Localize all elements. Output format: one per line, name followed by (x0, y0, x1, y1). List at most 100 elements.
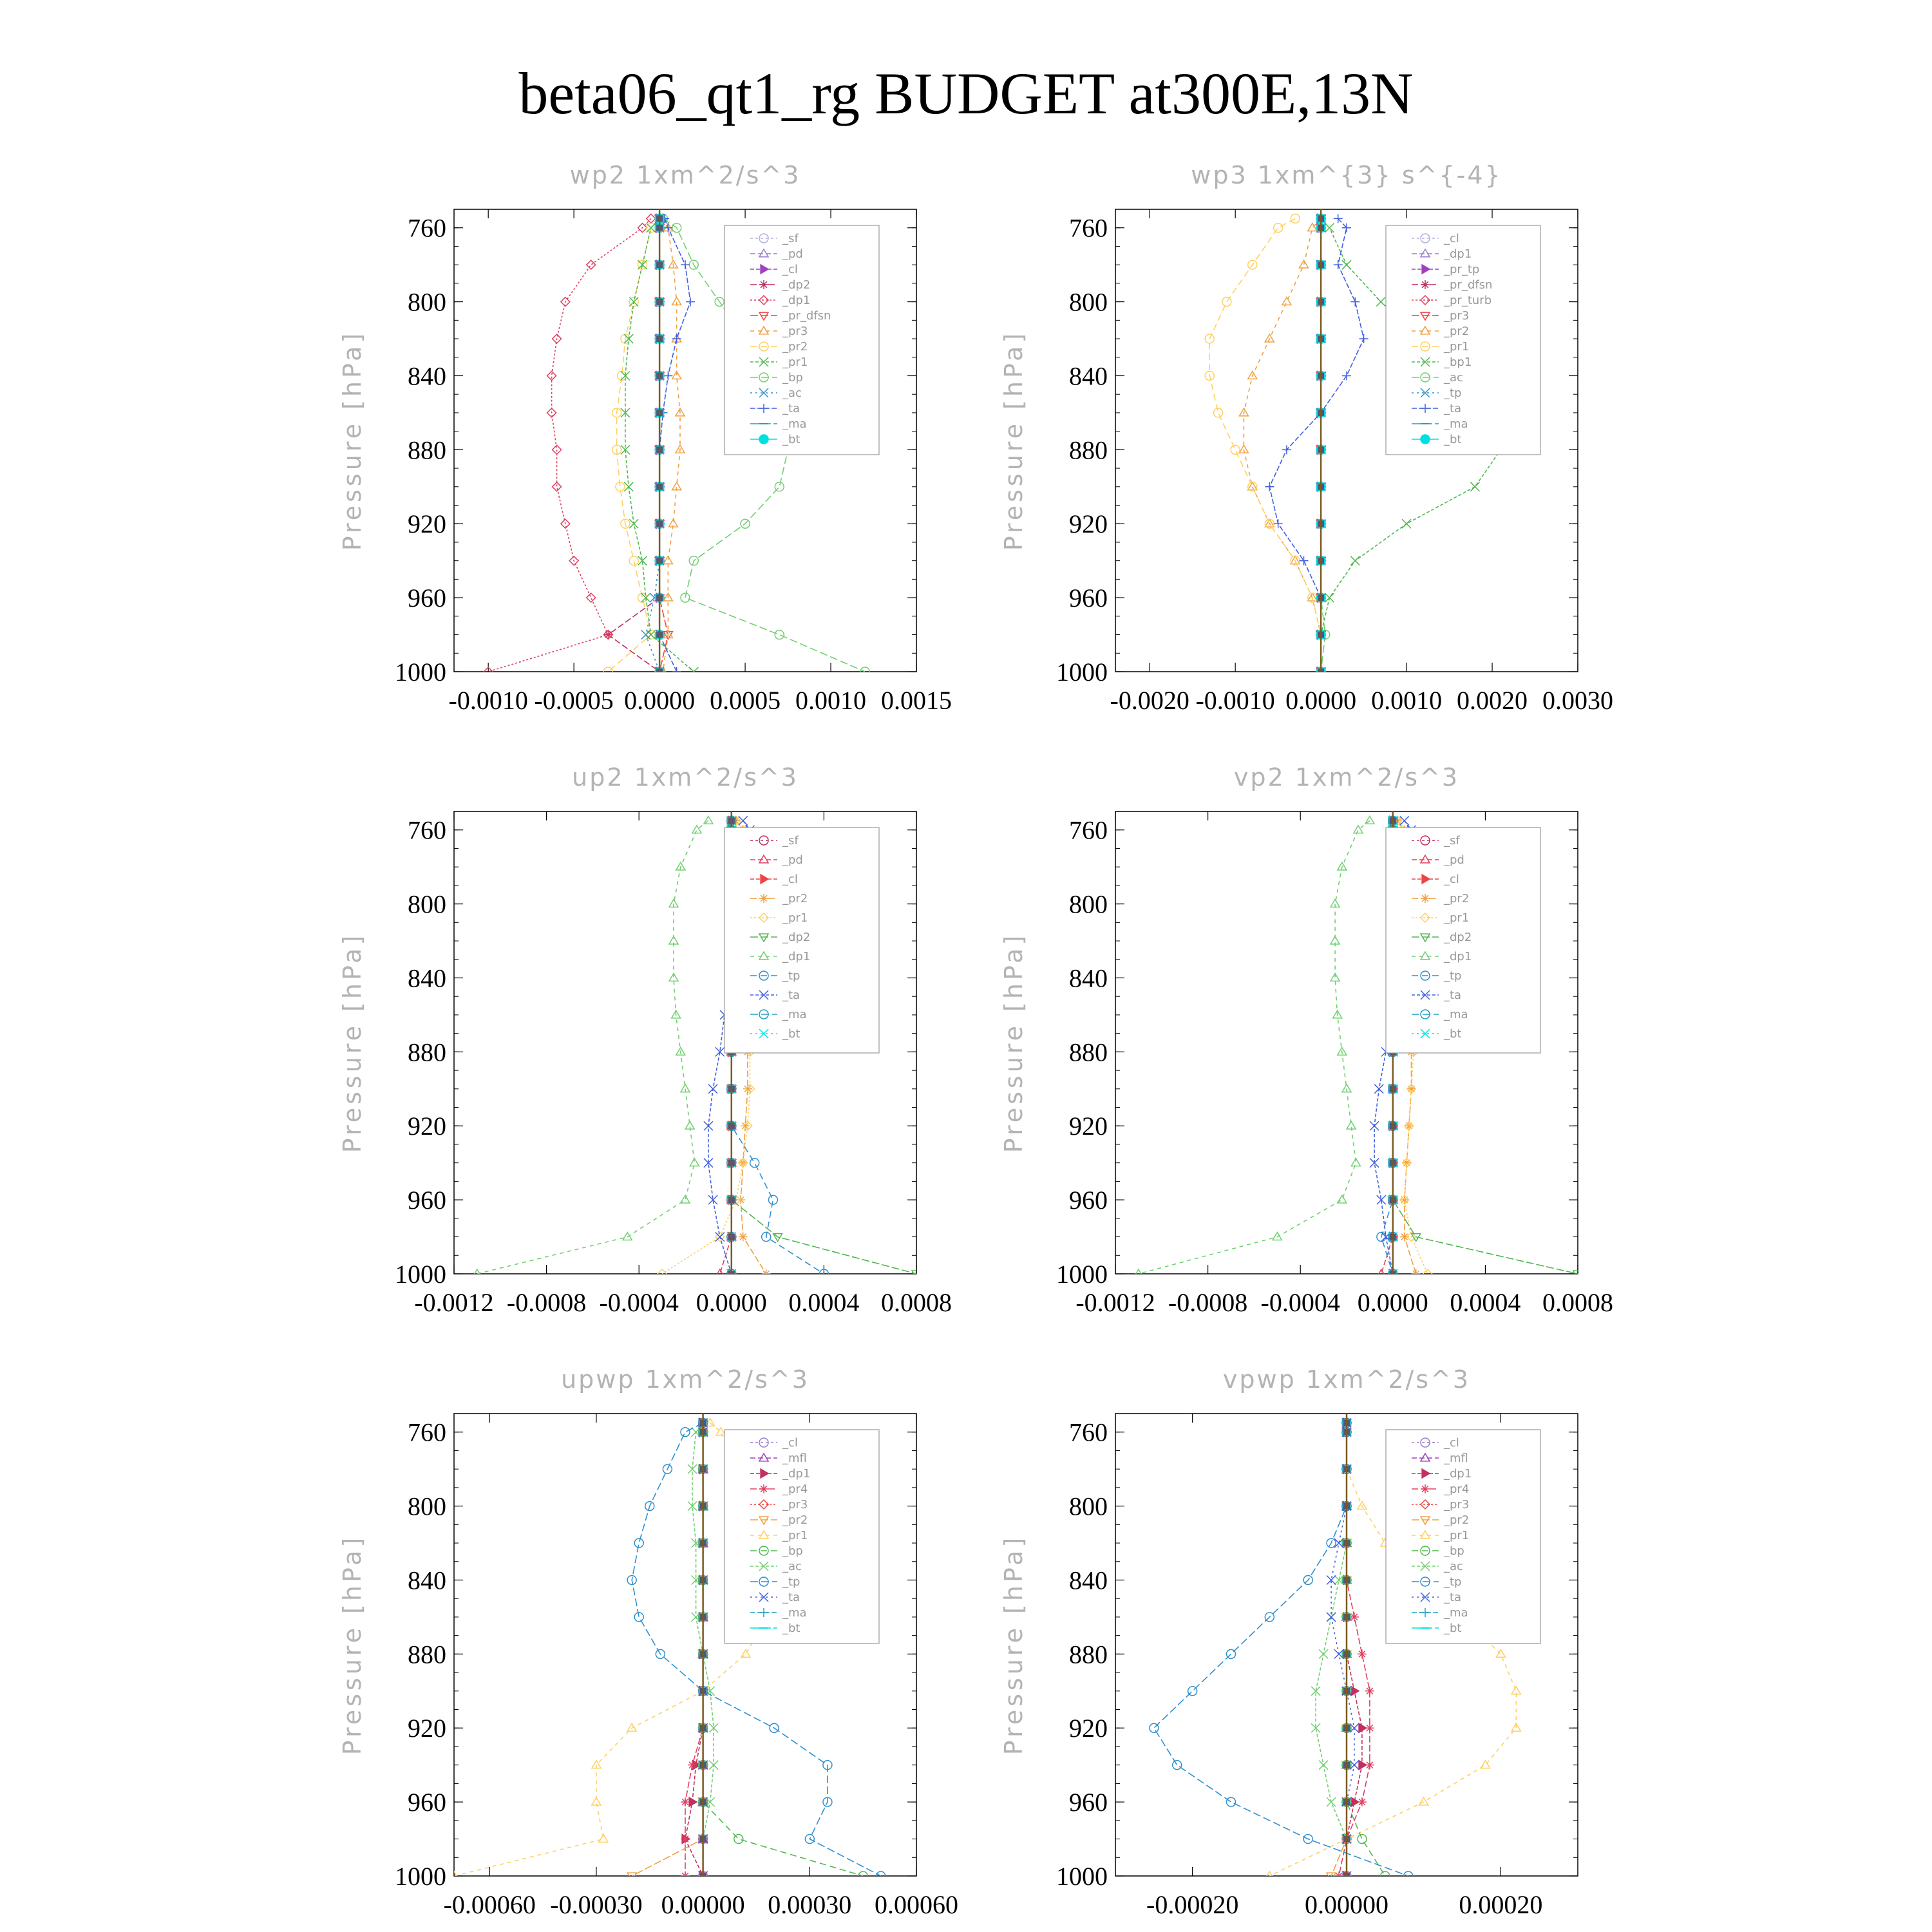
legend-label: _tp (1443, 969, 1461, 983)
legend-marker (1420, 341, 1430, 352)
data-point (668, 518, 679, 527)
x-tick-label: 0.0030 (1542, 686, 1613, 715)
data-point (1349, 1760, 1359, 1770)
data-point (663, 371, 673, 381)
data-point (715, 1046, 725, 1057)
data-point (646, 630, 656, 640)
data-point (705, 1797, 715, 1807)
y-tick-label: 800 (1069, 890, 1108, 919)
y-tick-label: 920 (1069, 1714, 1108, 1743)
data-point (1399, 1195, 1409, 1205)
data-point (668, 935, 679, 945)
legend-label: _pd (782, 853, 803, 867)
legend-label: _pr3 (1443, 309, 1469, 323)
data-point (741, 1121, 750, 1131)
x-tick-label: 0.0004 (788, 1288, 859, 1317)
data-point (687, 1464, 697, 1474)
legend-label: _ta (1443, 989, 1461, 1002)
data-point (761, 1231, 772, 1242)
legend-marker (759, 1592, 769, 1602)
legend-label: _mfl (1443, 1452, 1468, 1465)
x-tick-label: -0.0012 (1075, 1288, 1155, 1317)
legend-marker (758, 1530, 770, 1539)
data-point (1365, 1686, 1374, 1696)
data-point (1336, 1046, 1348, 1056)
legend-label: _pr3 (1443, 1498, 1469, 1511)
legend-marker (1419, 1452, 1431, 1462)
data-point (627, 1575, 637, 1586)
y-axis-label: Pressure [hPa] (338, 1535, 366, 1756)
legend-label: _tp (782, 969, 800, 983)
legend-marker (1420, 1577, 1430, 1587)
data-point (1290, 213, 1300, 224)
data-point (679, 1194, 691, 1204)
legend-marker (759, 1028, 769, 1039)
data-point (1411, 1269, 1421, 1274)
legend-label: _mfl (782, 1452, 807, 1465)
data-point (1401, 518, 1412, 529)
data-point (675, 1046, 687, 1056)
legend-label: _pr1 (1443, 1529, 1469, 1542)
data-point (681, 1871, 690, 1876)
data-point (708, 1760, 719, 1770)
data-point (1326, 1797, 1336, 1807)
data-point (684, 1120, 696, 1130)
data-point (1204, 370, 1215, 381)
legend-marker (1420, 1561, 1430, 1571)
legend-marker (759, 1577, 769, 1587)
data-point (629, 555, 639, 566)
data-point (822, 1759, 833, 1770)
data-point (546, 370, 557, 381)
data-point (1349, 1723, 1359, 1733)
legend-marker (1419, 933, 1431, 943)
x-tick-label: -0.0012 (414, 1288, 493, 1317)
series-line-ac (1315, 1423, 1347, 1876)
y-axis-label: Pressure [hPa] (338, 330, 366, 551)
x-tick-label: -0.00030 (550, 1890, 642, 1919)
data-point (629, 518, 639, 529)
legend-marker (1421, 280, 1430, 289)
data-point (804, 1833, 815, 1844)
legend-box (724, 827, 880, 1054)
data-point (637, 556, 648, 566)
plot-frame (1115, 209, 1578, 672)
legend-label: _sf (782, 834, 799, 848)
data-point (858, 1871, 868, 1876)
legend-label: _ma (782, 1008, 807, 1021)
data-point (1264, 518, 1275, 527)
data-point (1399, 815, 1410, 826)
x-tick-label: 0.0010 (795, 686, 866, 715)
panel-1: wp2 1xm^2/s^3 Pressure [hPa] 760 800 840 880 9… (338, 161, 952, 715)
x-tick-label: 0.00000 (661, 1890, 745, 1919)
legend-marker (1419, 312, 1431, 321)
legend-marker (1420, 434, 1430, 444)
legend-label: _ta (782, 1591, 800, 1604)
data-point (1364, 815, 1376, 825)
legend-marker (1419, 325, 1431, 335)
legend-label: _pr2 (1443, 325, 1469, 338)
data-point (1406, 1231, 1417, 1242)
data-point (1311, 1723, 1321, 1733)
x-tick-label: 0.0008 (1542, 1288, 1613, 1317)
data-point (1365, 1723, 1374, 1733)
data-point (623, 334, 634, 344)
data-point (1334, 1538, 1344, 1548)
legend-label: _dp1 (1443, 247, 1472, 261)
legend-marker (760, 873, 770, 885)
legend-label: _dp1 (782, 294, 810, 307)
series-line-pr4 (1338, 1423, 1370, 1876)
y-tick-label: 840 (1069, 361, 1108, 390)
legend-label: _ma (782, 1606, 807, 1620)
legend-label: _dp2 (782, 278, 810, 292)
x-tick-label: 0.0004 (1450, 1288, 1520, 1317)
data-point (671, 296, 683, 306)
data-point (611, 444, 622, 455)
data-point (819, 1269, 829, 1274)
series-line-dp1 (488, 218, 652, 672)
y-tick-label: 920 (408, 1714, 446, 1743)
series-line-ac (692, 1422, 714, 1876)
x-tick-label: -0.0010 (1195, 686, 1274, 715)
legend-label: _bt (1443, 433, 1461, 446)
data-point (641, 630, 651, 640)
